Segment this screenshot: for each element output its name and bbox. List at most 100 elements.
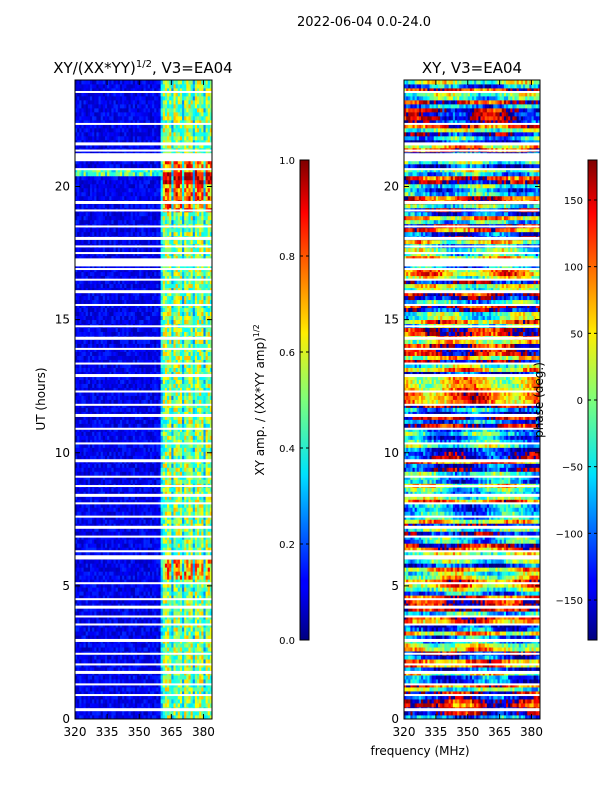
- amplitude-cell: [85, 703, 89, 708]
- amplitude-cell: [162, 659, 166, 664]
- amplitude-cell: [126, 631, 129, 636]
- amplitude-cell: [203, 679, 206, 684]
- amplitude-cell: [96, 699, 99, 704]
- amplitude-cell: [179, 635, 183, 640]
- amplitude-cell: [111, 715, 114, 720]
- amplitude-cell: [134, 595, 138, 600]
- amplitude-cell: [100, 599, 104, 604]
- amplitude-cell: [156, 647, 159, 652]
- amplitude-cell: [207, 711, 211, 716]
- amplitude-cell: [149, 687, 153, 692]
- amplitude-cell: [128, 619, 132, 624]
- amplitude-cell: [81, 643, 84, 648]
- amplitude-cell: [130, 659, 134, 664]
- amplitude-cell: [169, 695, 172, 700]
- amplitude-cell: [164, 699, 168, 704]
- amplitude-cell: [186, 687, 189, 692]
- amplitude-cell: [92, 691, 95, 696]
- amplitude-cell: [132, 711, 136, 716]
- amplitude-cell: [128, 675, 132, 680]
- amplitude-cell: [107, 667, 110, 672]
- amplitude-cell: [145, 643, 149, 648]
- amplitude-cell: [124, 679, 127, 684]
- amplitude-cell: [182, 711, 185, 716]
- amplitude-cell: [98, 631, 102, 636]
- amplitude-cell: [182, 579, 185, 584]
- amplitude-cell: [177, 695, 181, 700]
- amplitude-cell: [119, 627, 123, 632]
- amplitude-cell: [201, 627, 204, 632]
- amplitude-cell: [171, 579, 174, 584]
- amplitude-cell: [158, 711, 162, 716]
- amplitude-cell: [111, 619, 114, 624]
- amplitude-cell: [147, 587, 151, 592]
- amplitude-cell: [175, 599, 179, 604]
- amplitude-cell: [192, 599, 196, 604]
- amplitude-cell: [192, 583, 196, 588]
- amplitude-cell: [87, 703, 91, 708]
- amplitude-cell: [130, 715, 134, 720]
- amplitude-cell: [182, 675, 185, 680]
- amplitude-cell: [199, 643, 202, 648]
- amplitude-cell: [158, 599, 162, 604]
- amplitude-cell: [188, 611, 191, 616]
- amplitude-cell: [117, 599, 121, 604]
- amplitude-cell: [85, 687, 89, 692]
- amplitude-cell: [209, 611, 213, 616]
- amplitude-cell: [173, 619, 177, 624]
- amplitude-cell: [134, 655, 138, 660]
- amplitude-cell: [171, 575, 174, 580]
- amplitude-cell: [132, 643, 136, 648]
- amplitude-cell: [81, 703, 84, 708]
- amplitude-cell: [192, 659, 196, 664]
- amplitude-cell: [83, 599, 87, 604]
- amplitude-cell: [156, 595, 159, 600]
- amplitude-cell: [89, 679, 93, 684]
- amplitude-cell: [149, 675, 153, 680]
- amplitude-cell: [197, 703, 200, 708]
- amplitude-cell: [134, 647, 138, 652]
- amplitude-cell: [143, 643, 147, 648]
- amplitude-cell: [109, 635, 112, 640]
- amplitude-cell: [171, 603, 174, 608]
- amplitude-cell: [98, 579, 102, 584]
- amplitude-cell: [143, 599, 147, 604]
- amplitude-cell: [199, 587, 202, 592]
- amplitude-cell: [139, 603, 142, 608]
- amplitude-cell: [182, 587, 185, 592]
- amplitude-cell: [104, 659, 108, 664]
- amplitude-cell: [179, 587, 183, 592]
- amplitude-cell: [115, 695, 119, 700]
- amplitude-cell: [154, 635, 157, 640]
- amplitude-cell: [87, 643, 91, 648]
- amplitude-cell: [134, 631, 138, 636]
- amplitude-cell: [160, 603, 164, 608]
- amplitude-cell: [158, 715, 162, 720]
- amplitude-cell: [179, 591, 183, 596]
- amplitude-cell: [79, 607, 82, 612]
- amplitude-cell: [184, 679, 187, 684]
- amplitude-cell: [199, 627, 202, 632]
- amplitude-cell: [182, 599, 185, 604]
- amplitude-cell: [147, 699, 151, 704]
- amplitude-cell: [96, 599, 99, 604]
- amplitude-cell: [147, 691, 151, 696]
- amplitude-cell: [126, 691, 129, 696]
- amplitude-cell: [184, 675, 187, 680]
- amplitude-cell: [98, 655, 102, 660]
- amplitude-cell: [141, 647, 144, 652]
- amplitude-cell: [147, 591, 151, 596]
- amplitude-cell: [145, 583, 149, 588]
- amplitude-cell: [149, 607, 153, 612]
- amplitude-cell: [182, 591, 185, 596]
- amplitude-cell: [89, 635, 93, 640]
- amplitude-cell: [203, 659, 206, 664]
- amplitude-cell: [197, 679, 200, 684]
- amplitude-cell: [111, 655, 114, 660]
- amplitude-cell: [154, 711, 157, 716]
- amplitude-cell: [117, 715, 121, 720]
- amplitude-cell: [94, 691, 97, 696]
- amplitude-cell: [104, 619, 108, 624]
- amplitude-cell: [139, 675, 142, 680]
- amplitude-cell: [100, 699, 104, 704]
